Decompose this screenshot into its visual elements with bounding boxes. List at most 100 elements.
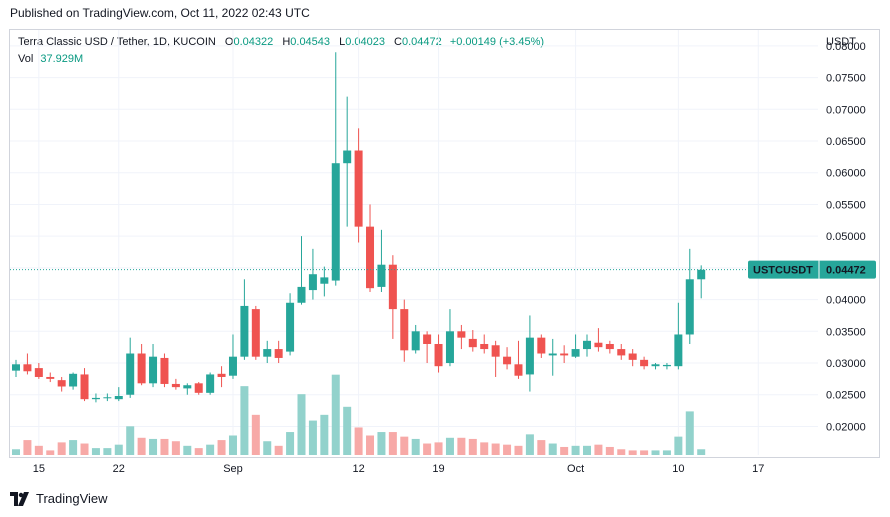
volume-bars xyxy=(12,374,706,455)
tradingview-wordmark: TradingView xyxy=(36,491,108,506)
candle-body xyxy=(503,356,512,365)
candle xyxy=(308,248,317,300)
volume-bar xyxy=(514,445,523,455)
candle-body xyxy=(194,383,203,393)
candle xyxy=(297,236,306,305)
volume-bar xyxy=(274,445,283,455)
volume-bar xyxy=(149,438,158,455)
symbol-title[interactable]: Terra Classic USD / Tether, 1D, KUCOIN xyxy=(18,36,216,48)
y-tick-label: 0.02500 xyxy=(826,390,866,402)
low-label: L xyxy=(339,36,346,48)
candle-body xyxy=(263,349,272,357)
y-tick-label: 0.06500 xyxy=(826,136,866,148)
high-value: 0.04543 xyxy=(290,36,331,48)
candle-body xyxy=(411,331,420,351)
candle xyxy=(366,204,375,292)
candle-body xyxy=(137,353,146,384)
volume-bar xyxy=(548,443,557,455)
candle xyxy=(457,324,466,350)
candle xyxy=(194,382,203,395)
y-tick-label: 0.06000 xyxy=(826,168,866,180)
candle-body xyxy=(571,349,580,357)
volume-bar xyxy=(468,438,477,455)
y-axis: 0.08000 0.07500 0.07000 0.06500 0.06000 0.055… xyxy=(826,41,866,434)
candle xyxy=(160,353,169,388)
candle-body xyxy=(388,264,397,310)
candle xyxy=(286,293,295,356)
candle-body xyxy=(548,353,557,356)
y-tick-label: 0.07000 xyxy=(826,104,866,116)
y-tick-label: 0.03000 xyxy=(826,358,866,370)
volume-bar xyxy=(434,442,443,455)
volume-bar xyxy=(571,445,580,455)
candle xyxy=(662,363,671,370)
y-tick-label: 0.02000 xyxy=(826,421,866,433)
open-value: 0.04322 xyxy=(233,36,274,48)
volume-bar xyxy=(377,432,386,455)
candle-body xyxy=(491,345,500,357)
volume-bar xyxy=(674,436,683,455)
volume-bar xyxy=(617,449,626,455)
candle xyxy=(320,266,329,297)
candle-body xyxy=(286,302,295,352)
y-tick-label: 0.05000 xyxy=(826,231,866,243)
candle xyxy=(594,328,603,352)
candle-body xyxy=(457,331,466,338)
candle-body xyxy=(308,274,317,291)
open-label: O xyxy=(224,36,234,48)
volume-bar xyxy=(137,437,146,455)
volume-bar xyxy=(583,445,591,455)
candle-body xyxy=(525,337,534,375)
volume-bar xyxy=(537,440,546,455)
tradingview-logo[interactable]: TradingView xyxy=(10,491,108,506)
low-value: 0.04023 xyxy=(345,36,385,48)
volume-bar xyxy=(57,442,66,455)
candle xyxy=(617,343,626,360)
x-tick-label: Oct xyxy=(567,463,584,475)
candle xyxy=(149,343,158,388)
x-tick-label: 12 xyxy=(352,463,364,475)
candle xyxy=(12,359,20,377)
candle-body xyxy=(628,353,637,360)
candle xyxy=(434,334,443,373)
candle xyxy=(171,378,180,390)
volume-bar xyxy=(354,427,363,455)
change-value: +0.00149 (+3.45%) xyxy=(449,36,545,48)
candle-body xyxy=(171,383,180,388)
volume-bar xyxy=(251,414,260,455)
candle-body xyxy=(583,340,591,350)
volume-bar xyxy=(457,437,466,455)
candle-body xyxy=(114,396,123,400)
volume-bar xyxy=(388,432,397,455)
y-tick-label: 0.04000 xyxy=(826,295,866,307)
chart-legend: Terra Classic USD / Tether, 1D, KUCOIN O… xyxy=(18,36,544,48)
volume-bar xyxy=(411,438,420,455)
candle xyxy=(685,248,694,344)
price-tag: USTCUSDT 0.04472 xyxy=(748,260,876,279)
candle-body xyxy=(183,385,192,389)
volume-bar xyxy=(103,448,112,455)
candle xyxy=(217,366,226,388)
candle-body xyxy=(320,277,329,284)
candle xyxy=(388,255,397,339)
volume-label[interactable]: Vol xyxy=(18,53,34,65)
volume-bar xyxy=(640,450,649,455)
candle-body xyxy=(46,376,55,379)
candle xyxy=(274,340,283,364)
candle-body xyxy=(617,349,626,356)
candle xyxy=(23,353,32,375)
volume-bar xyxy=(331,374,340,455)
high-label: H xyxy=(282,36,291,48)
candle xyxy=(491,340,500,377)
candle-body xyxy=(560,353,569,356)
candle-body xyxy=(605,343,614,350)
x-tick-label: Sep xyxy=(223,463,243,475)
volume-bar xyxy=(308,420,317,455)
volume-bar xyxy=(171,441,180,455)
volume-bar xyxy=(23,440,32,455)
candle-body xyxy=(251,309,260,357)
volume-bar xyxy=(697,449,706,455)
candle-body xyxy=(640,359,649,367)
close-label: C xyxy=(394,36,402,48)
